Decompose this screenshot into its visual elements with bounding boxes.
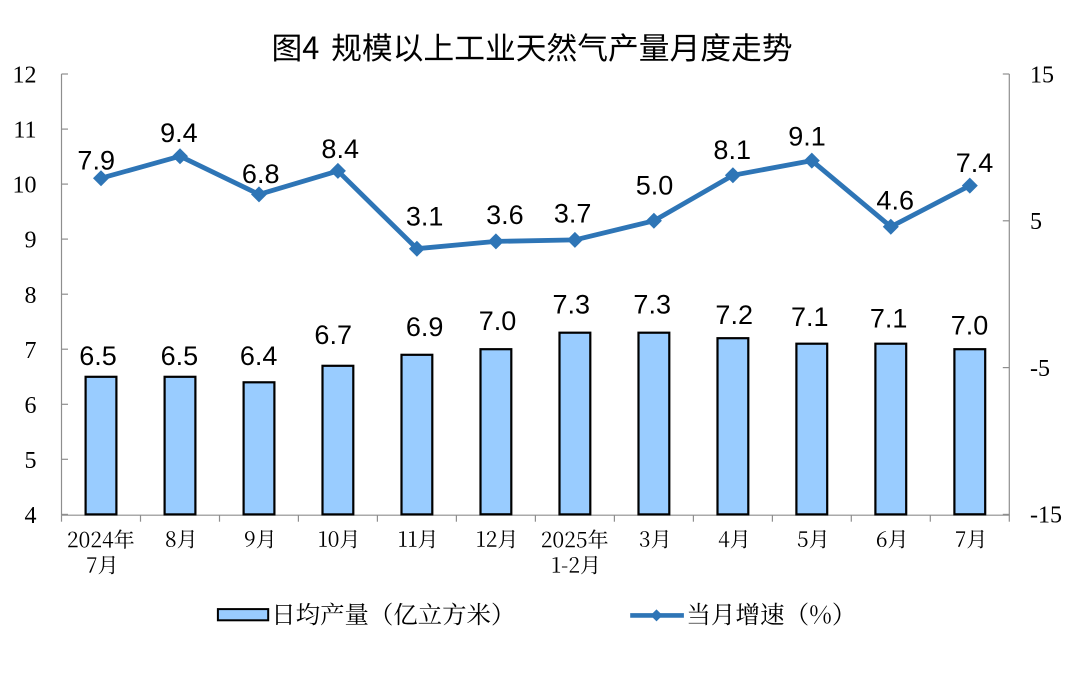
svg-text:12: 12 [13, 63, 37, 89]
svg-text:6.5: 6.5 [161, 341, 199, 371]
svg-text:-15: -15 [1030, 503, 1062, 529]
svg-text:8.4: 8.4 [321, 134, 359, 164]
svg-text:7.3: 7.3 [553, 289, 591, 319]
svg-text:7.2: 7.2 [715, 300, 753, 330]
svg-text:7.0: 7.0 [951, 311, 989, 341]
svg-text:7.9: 7.9 [77, 146, 115, 176]
svg-text:7.3: 7.3 [633, 289, 671, 319]
svg-text:9: 9 [25, 228, 37, 254]
svg-text:8: 8 [25, 283, 37, 309]
svg-text:6: 6 [25, 393, 37, 419]
svg-text:7: 7 [25, 338, 37, 364]
svg-text:5.0: 5.0 [636, 171, 674, 201]
svg-text:6.5: 6.5 [79, 341, 117, 371]
svg-text:9.1: 9.1 [788, 122, 826, 152]
svg-text:6.9: 6.9 [406, 312, 444, 342]
svg-text:3.1: 3.1 [406, 202, 444, 232]
svg-text:4: 4 [25, 503, 37, 529]
svg-text:7.0: 7.0 [479, 306, 517, 336]
svg-text:8.1: 8.1 [713, 135, 751, 165]
svg-text:7.4: 7.4 [956, 148, 994, 178]
svg-text:10: 10 [13, 173, 37, 199]
svg-text:7.1: 7.1 [791, 302, 829, 332]
svg-text:5: 5 [25, 448, 37, 474]
svg-text:11: 11 [13, 118, 36, 144]
svg-text:9.4: 9.4 [160, 118, 198, 148]
svg-text:4.6: 4.6 [876, 185, 914, 215]
svg-text:7.1: 7.1 [870, 304, 908, 334]
svg-text:15: 15 [1030, 62, 1054, 88]
svg-text:5: 5 [1030, 209, 1042, 235]
svg-text:6.8: 6.8 [242, 159, 280, 189]
svg-text:3.7: 3.7 [554, 199, 592, 229]
svg-text:6.7: 6.7 [314, 320, 352, 350]
svg-text:6.4: 6.4 [240, 341, 278, 371]
svg-text:3.6: 3.6 [486, 200, 524, 230]
svg-text:-5: -5 [1030, 356, 1050, 382]
